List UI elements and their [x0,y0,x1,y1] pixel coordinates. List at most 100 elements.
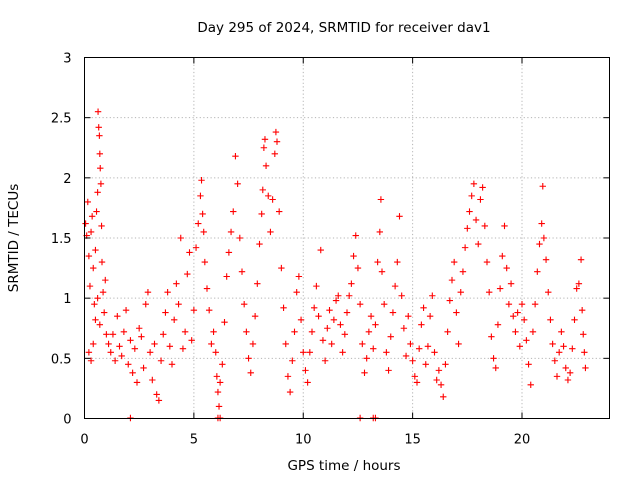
data-point [555,349,563,356]
data-point [168,361,176,368]
data-point [99,288,107,296]
data-point [293,288,300,296]
data-point [138,333,145,340]
data-point [376,228,384,236]
data-point [265,192,272,200]
data-point [400,325,408,332]
data-point [339,349,346,356]
y-tick-label: 0.5 [51,352,72,367]
data-point [558,328,565,336]
data-point [254,280,261,287]
data-point [170,316,178,324]
data-point [363,355,370,362]
data-point [295,273,303,280]
data-point [359,340,366,348]
data-point [343,309,351,316]
data-point [332,297,340,304]
data-point [249,340,257,348]
data-point [547,316,554,324]
data-point [92,316,99,324]
data-point [566,369,574,376]
data-point [520,316,528,324]
data-point [200,228,207,236]
data-point [415,345,423,352]
data-point [442,361,449,368]
data-point [581,349,588,356]
data-point [313,282,320,290]
data-point [413,379,421,386]
data-point [88,213,96,220]
data-point [284,373,292,380]
data-point [131,345,139,352]
data-point [569,345,576,352]
data-point [335,292,342,299]
data-point [326,307,333,314]
y-axis-label: SRMTID / TECUs [6,184,22,292]
data-point [407,340,414,348]
data-point [551,357,559,364]
data-point [164,288,171,296]
data-point [175,300,182,308]
x-tick-label: 5 [190,433,198,448]
data-point [356,300,364,308]
data-point [87,228,95,236]
data-point [330,316,338,324]
data-point [85,349,93,356]
data-point [350,252,357,260]
data-point [564,376,572,384]
y-tick-labels: 0 0.5 1 1.5 2 2.5 3 [51,52,72,428]
data-point [470,180,478,188]
data-point [208,340,215,348]
data-point [94,294,101,302]
data-point [300,349,307,356]
data-point [205,307,213,314]
data-point [271,150,279,157]
data-point [306,349,314,356]
data-point [107,349,114,356]
data-point [219,361,226,368]
data-point [87,357,95,364]
data-point [514,309,521,316]
data-point [387,333,394,340]
data-point [466,208,473,215]
x-tick-label: 0 [80,433,88,448]
data-point [236,234,244,242]
data-point [426,313,434,320]
data-point [315,313,322,320]
axis-ticks [84,57,610,419]
data-point [453,309,460,316]
data-point [280,304,287,311]
data-point [144,288,152,296]
data-point [512,328,519,336]
data-point [433,376,440,384]
data-point [97,180,105,188]
data-point [560,343,567,350]
data-point [370,345,377,352]
data-point [84,198,91,206]
data-point [177,234,184,242]
data-point [86,282,94,290]
data-point [97,165,104,172]
data-point [374,258,381,266]
data-point [352,232,359,239]
data-point [405,313,412,320]
data-point [286,388,294,396]
data-point [435,367,443,374]
data-point [444,328,451,336]
data-point [479,184,486,191]
data-point [90,264,97,272]
data-point [251,313,259,320]
data-point [507,280,515,287]
data-point [90,340,97,348]
data-point [247,369,254,376]
data-point [503,264,510,272]
data-point [96,150,104,157]
x-tick-label: 15 [404,433,421,448]
data-point [418,321,425,328]
data-point [459,268,467,275]
data-point [188,337,195,344]
data-point [516,343,524,350]
data-point [212,349,219,356]
data-point [377,196,385,203]
